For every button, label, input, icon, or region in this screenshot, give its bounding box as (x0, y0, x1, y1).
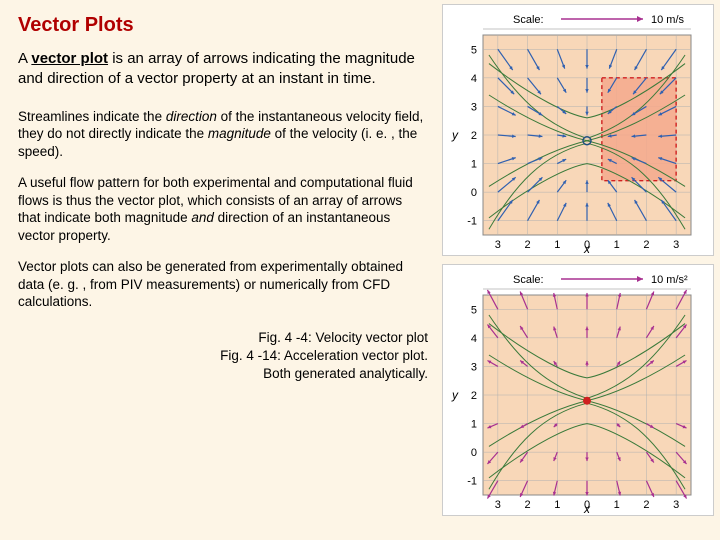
svg-text:-1: -1 (467, 476, 477, 488)
svg-text:3: 3 (471, 101, 477, 113)
svg-text:1: 1 (614, 499, 620, 511)
svg-text:5: 5 (471, 44, 477, 56)
svg-text:2: 2 (471, 130, 477, 142)
svg-text:0: 0 (471, 187, 477, 199)
svg-text:-1: -1 (467, 216, 477, 228)
svg-text:2: 2 (525, 499, 531, 511)
svg-text:2: 2 (471, 390, 477, 402)
velocity-vector-plot: Scale:10 m/s3210123-1012345xy (442, 4, 714, 256)
figure-caption: Fig. 4 -4: Velocity vector plot Fig. 4 -… (18, 329, 428, 384)
svg-text:y: y (451, 128, 459, 142)
svg-text:x: x (583, 502, 591, 515)
paragraph-1: Streamlines indicate the direction of th… (18, 108, 428, 161)
caption-line: Fig. 4 -14: Acceleration vector plot. (18, 347, 428, 365)
svg-text:3: 3 (495, 239, 501, 251)
svg-text:5: 5 (471, 304, 477, 316)
svg-text:1: 1 (554, 499, 560, 511)
svg-text:0: 0 (471, 447, 477, 459)
text-column: Vector Plots A vector plot is an array o… (0, 0, 440, 540)
svg-text:Scale:: Scale: (513, 14, 544, 26)
svg-text:1: 1 (554, 239, 560, 251)
svg-text:3: 3 (495, 499, 501, 511)
svg-text:2: 2 (525, 239, 531, 251)
caption-line: Both generated analytically. (18, 365, 428, 383)
svg-text:1: 1 (614, 239, 620, 251)
figures-column: Scale: 10 m/s 3 2 1 0 1 2 3 -1 0 1 2 3 4 5 x y Scale: 10 m… (440, 0, 720, 540)
svg-text:x: x (583, 242, 591, 255)
acceleration-vector-plot: Scale:10 m/s²3210123-1012345xy (442, 264, 714, 516)
svg-text:3: 3 (471, 361, 477, 373)
svg-text:2: 2 (643, 499, 649, 511)
svg-text:y: y (451, 388, 459, 402)
intro-paragraph: A vector plot is an array of arrows indi… (18, 49, 428, 90)
paragraph-3: Vector plots can also be generated from … (18, 258, 428, 311)
svg-text:1: 1 (471, 159, 477, 171)
svg-text:3: 3 (673, 499, 679, 511)
svg-text:2: 2 (643, 239, 649, 251)
svg-text:4: 4 (471, 333, 477, 345)
page-title: Vector Plots (18, 14, 428, 37)
svg-text:1: 1 (471, 419, 477, 431)
svg-text:10 m/s²: 10 m/s² (651, 274, 688, 286)
caption-line: Fig. 4 -4: Velocity vector plot (18, 329, 428, 347)
svg-text:10 m/s: 10 m/s (651, 14, 685, 26)
svg-text:Scale:: Scale: (513, 274, 544, 286)
svg-text:4: 4 (471, 73, 477, 85)
svg-text:3: 3 (673, 239, 679, 251)
paragraph-2: A useful flow pattern for both experimen… (18, 174, 428, 244)
